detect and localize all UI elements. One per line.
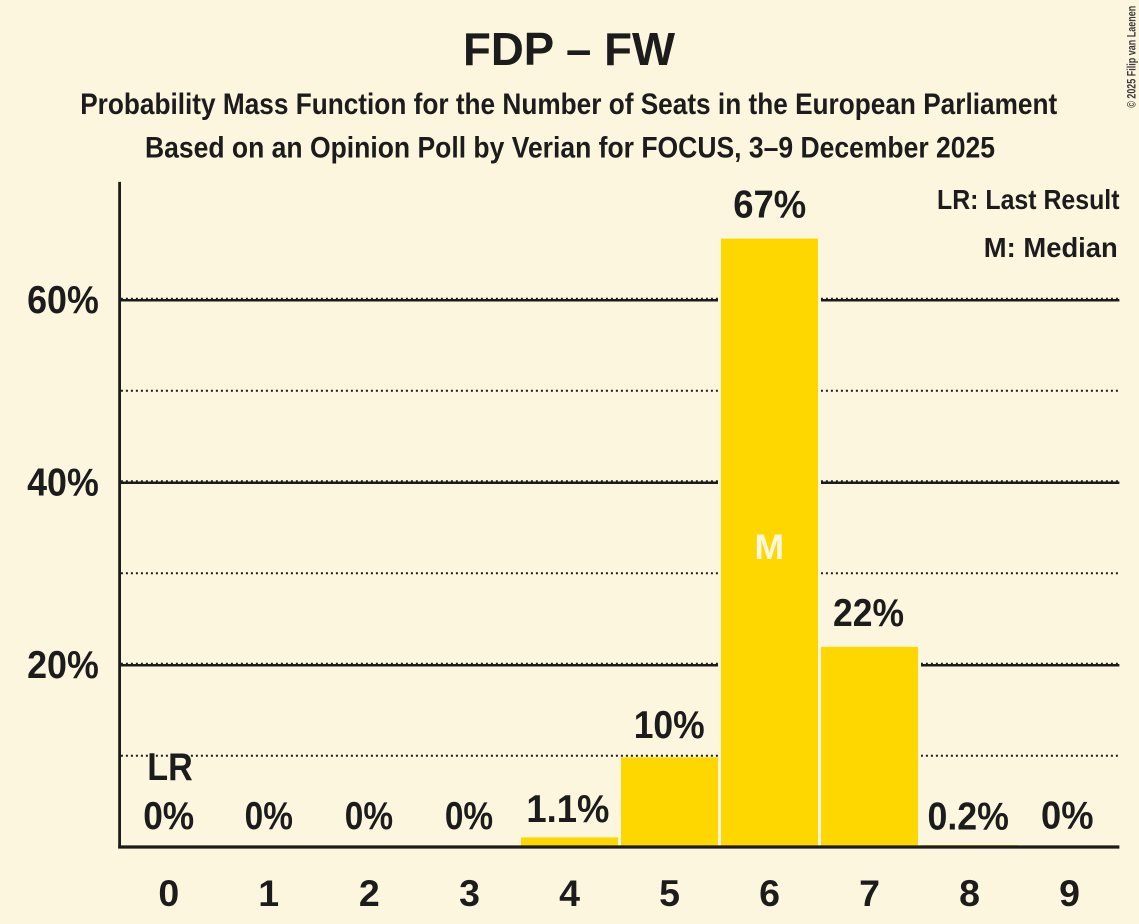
svg-text:7: 7 bbox=[859, 872, 880, 914]
svg-text:LR: Last Result: LR: Last Result bbox=[937, 184, 1120, 215]
svg-text:1.1%: 1.1% bbox=[526, 788, 609, 831]
svg-text:0.2%: 0.2% bbox=[927, 795, 1009, 838]
svg-text:0%: 0% bbox=[1041, 795, 1094, 838]
svg-text:FDP – FW: FDP – FW bbox=[463, 23, 676, 75]
svg-text:Based on an Opinion Poll by Ve: Based on an Opinion Poll by Verian for F… bbox=[145, 132, 995, 165]
svg-text:0%: 0% bbox=[245, 795, 293, 838]
svg-text:9: 9 bbox=[1059, 872, 1080, 914]
svg-text:3: 3 bbox=[459, 872, 480, 914]
svg-text:LR: LR bbox=[147, 746, 193, 789]
svg-text:0%: 0% bbox=[143, 795, 194, 838]
svg-text:0: 0 bbox=[158, 872, 179, 914]
svg-text:2: 2 bbox=[359, 872, 380, 914]
svg-text:6: 6 bbox=[759, 872, 780, 914]
svg-text:4: 4 bbox=[559, 872, 580, 914]
svg-text:67%: 67% bbox=[733, 183, 806, 226]
svg-text:40%: 40% bbox=[27, 461, 99, 504]
svg-text:© 2025 Filip van Laenen: © 2025 Filip van Laenen bbox=[1125, 6, 1139, 108]
svg-text:20%: 20% bbox=[27, 644, 99, 687]
svg-text:10%: 10% bbox=[634, 704, 705, 747]
svg-text:M: M bbox=[755, 527, 785, 567]
svg-text:22%: 22% bbox=[833, 592, 904, 635]
svg-text:1: 1 bbox=[258, 872, 279, 914]
svg-text:60%: 60% bbox=[27, 279, 99, 322]
svg-text:Probability Mass Function for: Probability Mass Function for the Number… bbox=[80, 88, 1057, 121]
svg-text:M: Median: M: Median bbox=[984, 232, 1118, 263]
svg-text:8: 8 bbox=[959, 872, 980, 914]
svg-text:5: 5 bbox=[659, 872, 680, 914]
svg-text:0%: 0% bbox=[345, 795, 393, 838]
svg-text:0%: 0% bbox=[445, 795, 493, 838]
